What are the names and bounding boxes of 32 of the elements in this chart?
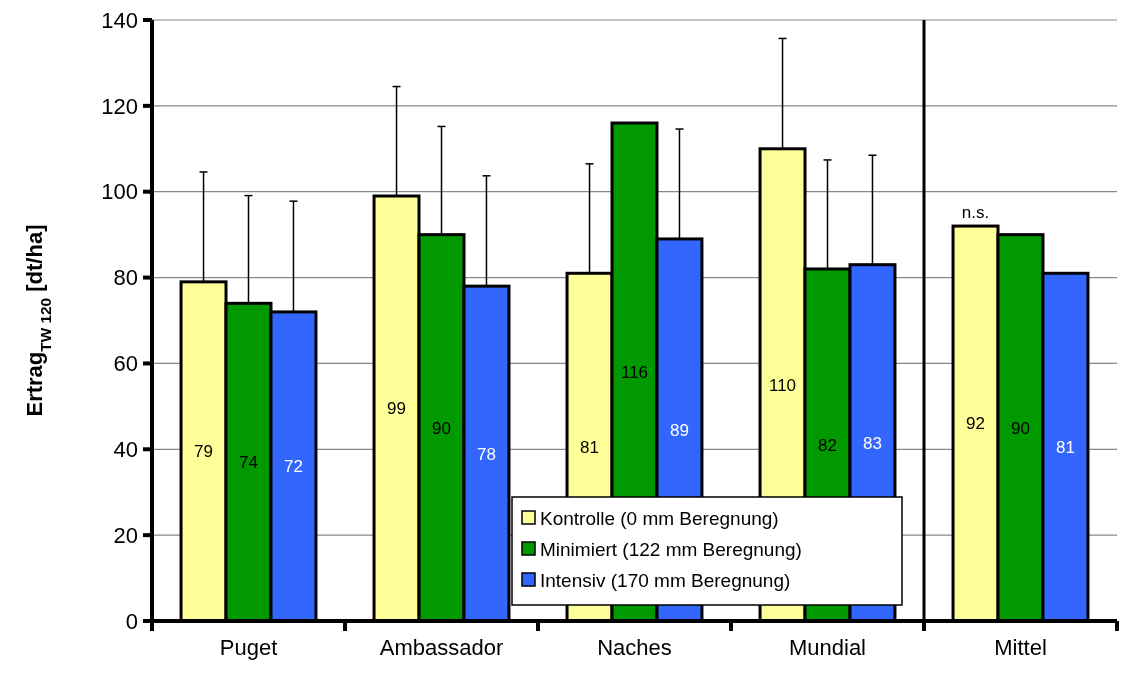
data-label: 110 (768, 375, 797, 395)
y-tick-label: 20 (113, 522, 138, 548)
y-tick-label: 40 (113, 436, 138, 462)
y-tick-label: 0 (125, 608, 138, 634)
data-label: 92 (966, 414, 985, 434)
data-label: 99 (387, 399, 406, 419)
data-label: 81 (580, 438, 599, 458)
y-tick-label: 60 (113, 351, 138, 377)
data-label: 78 (477, 444, 496, 464)
data-label: 74 (239, 453, 258, 473)
data-label: 90 (432, 418, 451, 438)
data-label: 90 (1011, 418, 1030, 438)
y-tick-label: 120 (101, 93, 138, 119)
x-tick-label: Naches (597, 635, 672, 660)
x-tick-label: Mundial (788, 635, 867, 660)
data-label: 89 (670, 420, 689, 440)
data-label: 72 (284, 457, 303, 477)
data-label: 79 (194, 442, 213, 462)
y-tick-label: 100 (101, 179, 138, 205)
x-tick-label: Puget (219, 635, 278, 660)
legend-label: Minimiert (122 mm Beregnung) (540, 538, 802, 560)
data-label: 81 (1056, 438, 1075, 458)
y-tick-label: 80 (113, 265, 138, 291)
data-label: 83 (863, 433, 882, 453)
x-tick-label: Mittel (994, 635, 1047, 660)
data-label: 82 (818, 435, 837, 455)
y-tick-label: 140 (101, 7, 138, 33)
annotation: n.s. (961, 203, 990, 223)
data-label: 116 (620, 362, 649, 382)
legend-label: Intensiv (170 mm Beregnung) (540, 569, 791, 591)
x-tick-label: Ambassador (379, 635, 504, 660)
legend-label: Kontrolle (0 mm Beregnung) (540, 507, 779, 529)
